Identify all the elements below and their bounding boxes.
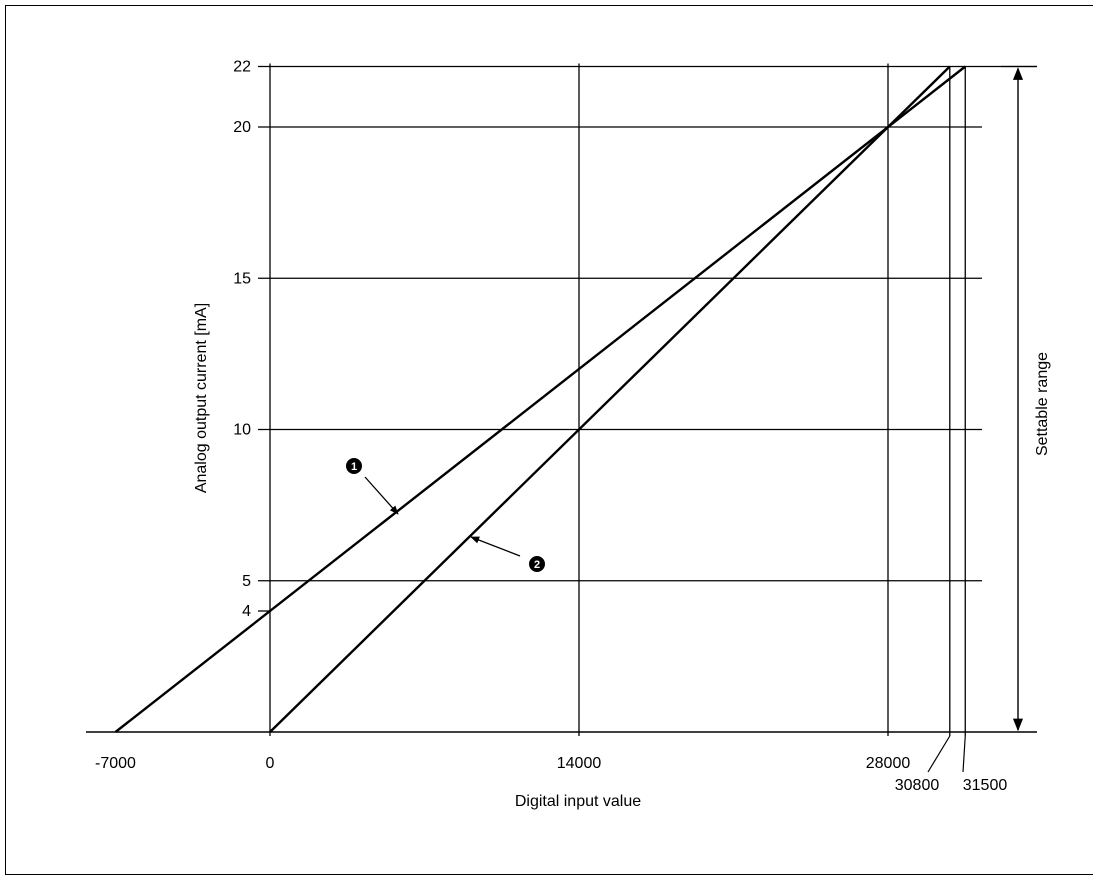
y-tick-label-4: 4 (242, 603, 251, 620)
x-tick-label--7000: -7000 (95, 755, 136, 772)
series-1-callout-badge-label: 1 (351, 461, 357, 473)
y-tick-label-20: 20 (233, 119, 251, 136)
series-2-leader (470, 536, 521, 557)
y-tick-label-5: 5 (242, 573, 251, 590)
series-2-callout-badge (529, 556, 545, 572)
leader-30800 (927, 735, 951, 773)
y-tick-label-22: 22 (233, 59, 251, 76)
x-tick-label-0: 0 (266, 755, 275, 772)
series-1-callout-badge (346, 458, 362, 474)
series-line-2 (269, 65, 951, 733)
x-tick-label-30800: 30800 (895, 777, 940, 794)
x-tick-label-14000: 14000 (557, 755, 602, 772)
leader-31500 (962, 735, 966, 773)
x-tick-label-28000: 28000 (866, 755, 911, 772)
y-tick-label-10: 10 (233, 422, 251, 439)
y-axis-label: Analog output current [mA] (193, 303, 210, 493)
series-line-1 (114, 65, 966, 733)
x-tick-label-31500: 31500 (963, 777, 1008, 794)
settable-range-label: Settable range (1034, 352, 1051, 456)
series-2-callout-badge-label: 2 (534, 559, 540, 571)
series-1-leader (364, 476, 399, 515)
x-axis-label: Digital input value (515, 793, 641, 810)
y-tick-label-15: 15 (233, 270, 251, 287)
